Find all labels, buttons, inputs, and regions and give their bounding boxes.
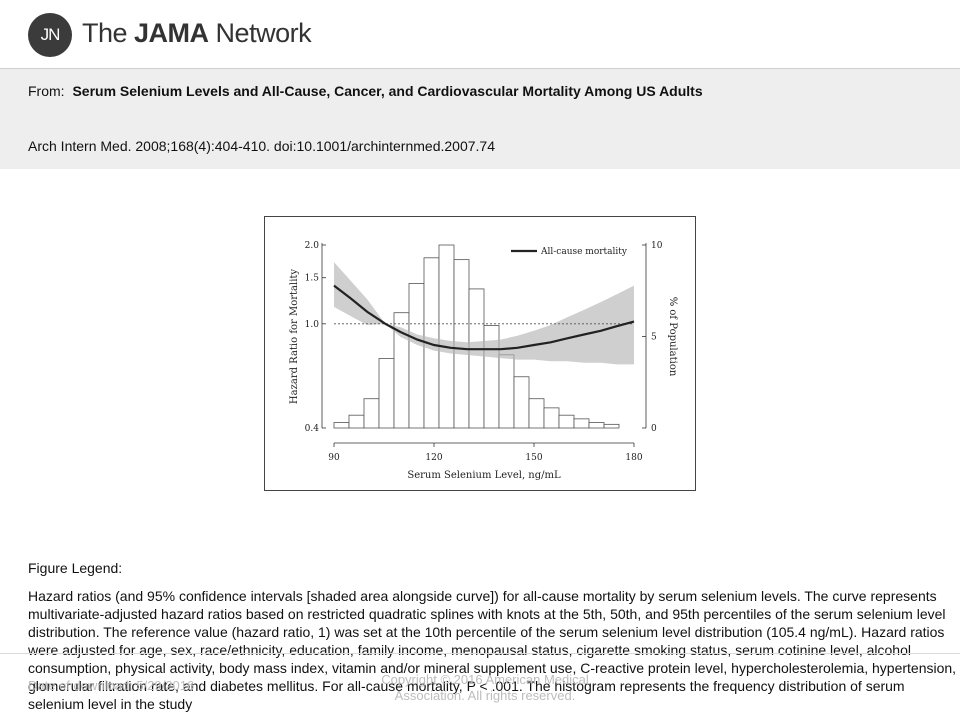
hazard-ratio-curve	[333, 284, 635, 351]
y-tick-label: 2.0	[305, 241, 320, 251]
histogram-bar	[378, 358, 395, 429]
histogram-bar	[603, 423, 620, 429]
histogram-bar	[363, 398, 380, 429]
histogram-bar	[348, 414, 365, 429]
histogram-bar	[528, 398, 545, 429]
histogram-bar	[513, 376, 530, 429]
histogram-bar	[333, 422, 350, 429]
legend-label: All-cause mortality	[540, 247, 628, 257]
histogram-bar	[438, 244, 455, 429]
y-tick-label: 0.4	[305, 424, 320, 434]
article-citation: Arch Intern Med. 2008;168(4):404-410. do…	[28, 138, 495, 154]
selenium-mortality-chart: 90 120 150 180 2.0 1.5 1.0 0.4 10 5 0 Serum Seleniu…	[289, 241, 678, 481]
logo-bold: JAMA	[134, 18, 209, 48]
y2-tick-label: 5	[651, 333, 657, 343]
download-date: Date of download: 5/29/2016	[28, 678, 195, 693]
jn-logo-icon[interactable]: JN	[28, 13, 72, 57]
x-tick-label: 90	[328, 453, 340, 463]
x-tick-label: 150	[525, 453, 542, 463]
histogram-bar	[588, 422, 605, 429]
y-tick-label: 1.5	[305, 274, 320, 284]
y-tick-label: 1.0	[305, 320, 320, 330]
footer-divider	[0, 653, 960, 654]
y2-axis-title: % of Population	[667, 297, 678, 377]
y2-tick-label: 0	[651, 424, 657, 434]
site-header: JN The JAMA Network	[0, 0, 960, 68]
copyright-notice: Copyright © 2016 American Medical Associ…	[381, 672, 589, 703]
from-label: From:	[28, 83, 65, 99]
x-tick-label: 180	[625, 453, 642, 463]
logo-prefix: The	[82, 18, 135, 48]
site-logo-text[interactable]: The JAMA Network	[82, 18, 312, 49]
figure-legend-body: Hazard ratios (and 95% confidence interv…	[28, 588, 957, 712]
histogram-bar	[558, 414, 575, 429]
article-info-band: From: Serum Selenium Levels and All-Caus…	[0, 68, 960, 169]
x-tick-label: 120	[425, 453, 442, 463]
histogram-bar	[498, 354, 515, 429]
figure-image: 90 120 150 180 2.0 1.5 1.0 0.4 10 5 0 Serum Seleniu…	[264, 216, 696, 491]
histogram-bar	[408, 283, 425, 429]
article-from-line: From: Serum Selenium Levels and All-Caus…	[28, 83, 703, 99]
x-axis-title: Serum Selenium Level, ng/mL	[407, 470, 561, 481]
article-title[interactable]: Serum Selenium Levels and All-Cause, Can…	[72, 83, 703, 99]
figure-legend-heading: Figure Legend:	[28, 560, 123, 576]
logo-mark: JN	[40, 25, 61, 44]
logo-suffix: Network	[208, 18, 312, 48]
histogram-bar	[468, 288, 485, 429]
histogram-bar	[543, 407, 560, 429]
confidence-band	[334, 262, 634, 365]
y-axis-title: Hazard Ratio for Mortality	[289, 269, 300, 405]
y2-tick-label: 10	[651, 241, 663, 251]
histogram-bar	[573, 418, 590, 429]
